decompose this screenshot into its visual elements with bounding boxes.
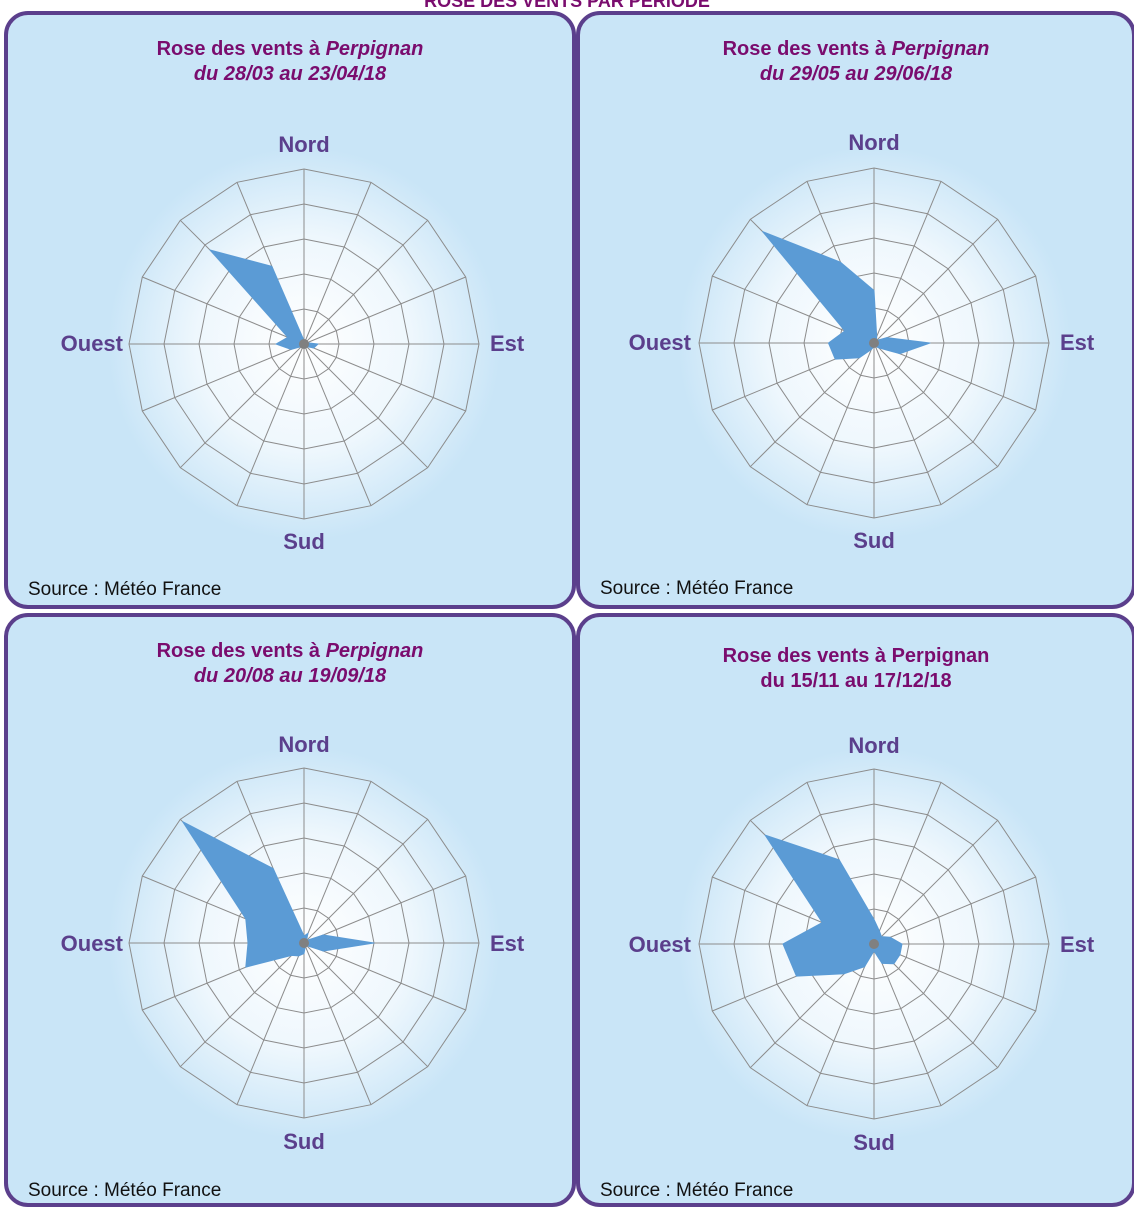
grid-spoke (303, 276, 466, 345)
grid-spoke (873, 342, 1036, 411)
rose-center-dot (299, 339, 309, 349)
cardinal-south-label: Sud (853, 1130, 895, 1155)
grid-spoke (179, 942, 305, 1068)
cardinal-west-label: Ouest (629, 330, 692, 355)
wind-rose-chart: Nord Est Sud Ouest (61, 732, 525, 1154)
grid-spoke (236, 942, 305, 1105)
panel-title-dates: du 20/08 au 19/09/18 (193, 665, 387, 687)
panel-title-prefix: Rose des vents à (156, 38, 326, 60)
cardinal-south-label: Sud (283, 529, 325, 554)
grid-spoke (749, 342, 875, 468)
grid-spoke (179, 343, 305, 469)
grid-spoke (142, 343, 305, 412)
cardinal-west-label: Ouest (61, 931, 124, 956)
cardinal-north-label: Nord (278, 732, 329, 757)
grid-spoke (303, 942, 466, 1011)
rose-center-dot (869, 939, 879, 949)
grid-spoke (142, 276, 305, 345)
rose-data-area (182, 821, 375, 968)
grid-spoke (873, 181, 942, 344)
source-text: Source : Météo France (600, 1180, 794, 1201)
grid-spoke (873, 943, 942, 1106)
grid-spoke (873, 782, 942, 945)
cardinal-north-label: Nord (278, 132, 329, 157)
panel-title-prefix: Rose des vents à (722, 38, 892, 60)
grid-spoke (303, 942, 429, 1068)
grid-spoke (236, 343, 305, 506)
grid-spoke (806, 943, 875, 1106)
cardinal-east-label: Est (1060, 330, 1095, 355)
grid-spoke (303, 781, 372, 944)
panel-title-prefix: Rose des vents à (156, 640, 326, 662)
wind-rose-panel: Rose des vents à Perpignan du 15/11 au 1… (576, 613, 1134, 1207)
cardinal-east-label: Est (490, 931, 525, 956)
grid-spoke (873, 218, 999, 344)
grid-spoke (303, 343, 372, 506)
rose-data-area (764, 834, 903, 977)
grid-spoke (303, 875, 466, 944)
panel-title: Rose des vents à Perpignan du 28/03 au 2… (8, 37, 572, 87)
cardinal-east-label: Est (1060, 932, 1095, 957)
grid-spoke (303, 343, 466, 412)
wind-rose-chart: Nord Est Sud Ouest (629, 733, 1095, 1155)
grid-spoke (303, 219, 429, 345)
panel-title: Rose des vents à Perpignan du 29/05 au 2… (580, 37, 1132, 87)
panel-title-dates: du 29/05 au 29/06/18 (759, 63, 953, 85)
source-text: Source : Météo France (600, 578, 794, 599)
grid-spoke (873, 819, 999, 945)
page-title: ROSE DES VENTS PAR PERIODE (424, 0, 710, 11)
grid-spoke (806, 342, 875, 505)
panel-title-place: Perpignan (325, 640, 424, 662)
grid-spoke (303, 182, 372, 345)
grid-spoke (873, 342, 942, 505)
wind-rose-chart: Nord Est Sud Ouest (61, 132, 525, 554)
wind-rose-panel: Rose des vents à Perpignan du 29/05 au 2… (576, 11, 1134, 609)
cardinal-north-label: Nord (848, 733, 899, 758)
grid-spoke (873, 342, 999, 468)
panel-title-dates: du 15/11 au 17/12/18 (760, 670, 952, 692)
panel-title-prefix: Rose des vents à (722, 645, 892, 667)
grid-spoke (303, 818, 429, 944)
cardinal-south-label: Sud (283, 1129, 325, 1154)
panel-title-place: Perpignan (325, 38, 424, 60)
cardinal-west-label: Ouest (629, 932, 692, 957)
panel-title-dates: du 28/03 au 23/04/18 (193, 63, 387, 85)
source-text: Source : Météo France (28, 579, 222, 600)
rose-center-dot (299, 938, 309, 948)
cardinal-west-label: Ouest (61, 331, 124, 356)
grid-spoke (873, 876, 1036, 945)
grid-spoke (303, 343, 429, 469)
source-text: Source : Météo France (28, 1180, 222, 1201)
grid-spoke (303, 942, 372, 1105)
panel-title-place: Perpignan (891, 38, 990, 60)
cardinal-south-label: Sud (853, 528, 895, 553)
grid-spoke (873, 275, 1036, 344)
grid-spoke (873, 943, 1036, 1012)
wind-rose-chart: Nord Est Sud Ouest (629, 130, 1095, 553)
panel-title: Rose des vents à Perpignan du 15/11 au 1… (580, 644, 1132, 694)
wind-rose-panel: Rose des vents à Perpignan du 20/08 au 1… (4, 613, 576, 1207)
wind-rose-panel: Rose des vents à Perpignan du 28/03 au 2… (4, 11, 576, 609)
cardinal-east-label: Est (490, 331, 525, 356)
cardinal-north-label: Nord (848, 130, 899, 155)
panel-title-place: Perpignan (891, 645, 990, 667)
rose-center-dot (869, 338, 879, 348)
grid-spoke (873, 943, 999, 1069)
panel-title: Rose des vents à Perpignan du 20/08 au 1… (8, 639, 572, 689)
